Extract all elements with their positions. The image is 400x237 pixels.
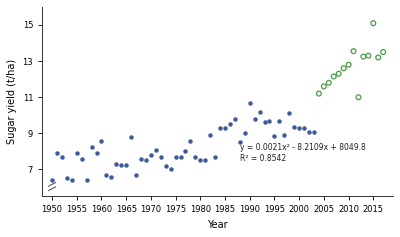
Point <box>212 155 218 159</box>
Point <box>336 72 342 76</box>
Point <box>330 75 337 78</box>
Point <box>78 157 85 160</box>
Point <box>128 135 134 139</box>
Point <box>350 49 357 53</box>
Point <box>340 66 347 70</box>
Point <box>217 126 223 130</box>
Point <box>256 110 263 114</box>
Point <box>197 159 204 162</box>
Point <box>291 125 298 129</box>
Point <box>365 54 372 58</box>
Point <box>261 121 268 124</box>
Point <box>172 155 179 159</box>
Point <box>375 56 382 59</box>
Point <box>162 164 169 168</box>
Point <box>281 133 288 137</box>
Point <box>301 126 307 130</box>
Point <box>202 159 208 162</box>
Point <box>143 159 149 162</box>
Point <box>49 178 55 182</box>
Point <box>316 92 322 96</box>
Text: y = 0.0021x² - 8.2109x + 8049.8
R² = 0.8542: y = 0.0021x² - 8.2109x + 8049.8 R² = 0.8… <box>240 143 366 163</box>
Point <box>370 21 376 25</box>
Point <box>84 178 90 182</box>
Point <box>222 126 228 130</box>
Point <box>133 173 139 177</box>
Point <box>93 151 100 155</box>
Point <box>187 139 194 142</box>
Point <box>108 175 114 178</box>
Point <box>296 126 302 130</box>
Point <box>321 84 327 88</box>
Point <box>54 151 60 155</box>
Point <box>276 119 282 123</box>
Point <box>286 112 292 115</box>
Point <box>177 155 184 159</box>
Point <box>326 81 332 85</box>
Point <box>306 131 312 134</box>
Point <box>113 162 120 166</box>
Point <box>153 148 159 151</box>
Point <box>380 50 386 54</box>
Point <box>311 131 317 134</box>
Point <box>123 163 129 167</box>
Point <box>98 139 105 142</box>
Point <box>64 177 70 180</box>
Point <box>242 131 248 135</box>
Point <box>252 117 258 121</box>
Point <box>69 178 75 182</box>
Point <box>59 155 65 159</box>
Point <box>88 145 95 149</box>
Point <box>232 117 238 121</box>
Point <box>138 157 144 160</box>
Point <box>74 151 80 155</box>
Point <box>345 63 352 67</box>
Point <box>182 150 189 153</box>
Y-axis label: Sugar yield (t/ha): Sugar yield (t/ha) <box>7 59 17 144</box>
Point <box>118 163 124 167</box>
Point <box>103 173 110 177</box>
Point <box>246 101 253 105</box>
Point <box>360 55 367 59</box>
Point <box>271 134 278 138</box>
Point <box>227 122 233 126</box>
Point <box>355 95 362 99</box>
Point <box>266 119 273 123</box>
Point <box>168 168 174 171</box>
Point <box>158 155 164 159</box>
Point <box>192 155 198 159</box>
Point <box>148 153 154 157</box>
Point <box>207 133 213 137</box>
X-axis label: Year: Year <box>207 220 228 230</box>
Point <box>237 141 243 144</box>
